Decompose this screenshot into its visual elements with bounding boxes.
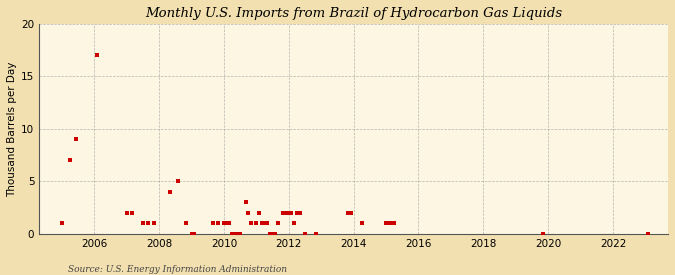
Point	[148, 221, 159, 226]
Point	[227, 232, 238, 236]
Point	[292, 211, 302, 215]
Point	[165, 190, 176, 194]
Point	[270, 232, 281, 236]
Point	[122, 211, 132, 215]
Point	[267, 232, 278, 236]
Point	[213, 221, 224, 226]
Point	[186, 232, 197, 236]
Point	[346, 211, 356, 215]
Point	[138, 221, 148, 226]
Point	[173, 179, 184, 184]
Point	[300, 232, 310, 236]
Point	[208, 221, 219, 226]
Point	[643, 232, 653, 236]
Point	[219, 221, 230, 226]
Point	[230, 232, 240, 236]
Point	[381, 221, 392, 226]
Point	[251, 221, 262, 226]
Point	[92, 53, 103, 57]
Point	[281, 211, 292, 215]
Point	[240, 200, 251, 205]
Point	[265, 232, 275, 236]
Point	[383, 221, 394, 226]
Point	[294, 211, 305, 215]
Point	[273, 221, 284, 226]
Point	[224, 221, 235, 226]
Point	[221, 221, 232, 226]
Point	[127, 211, 138, 215]
Point	[286, 211, 297, 215]
Point	[181, 221, 192, 226]
Point	[246, 221, 256, 226]
Point	[537, 232, 548, 236]
Point	[310, 232, 321, 236]
Point	[243, 211, 254, 215]
Point	[256, 221, 267, 226]
Point	[57, 221, 68, 226]
Point	[356, 221, 367, 226]
Point	[343, 211, 354, 215]
Point	[232, 232, 243, 236]
Point	[262, 221, 273, 226]
Title: Monthly U.S. Imports from Brazil of Hydrocarbon Gas Liquids: Monthly U.S. Imports from Brazil of Hydr…	[145, 7, 562, 20]
Point	[278, 211, 289, 215]
Point	[259, 221, 270, 226]
Point	[254, 211, 265, 215]
Y-axis label: Thousand Barrels per Day: Thousand Barrels per Day	[7, 61, 17, 197]
Point	[386, 221, 397, 226]
Point	[284, 211, 294, 215]
Point	[389, 221, 400, 226]
Point	[70, 137, 81, 142]
Point	[235, 232, 246, 236]
Text: Source: U.S. Energy Information Administration: Source: U.S. Energy Information Administ…	[68, 265, 286, 274]
Point	[189, 232, 200, 236]
Point	[289, 221, 300, 226]
Point	[143, 221, 154, 226]
Point	[65, 158, 76, 163]
